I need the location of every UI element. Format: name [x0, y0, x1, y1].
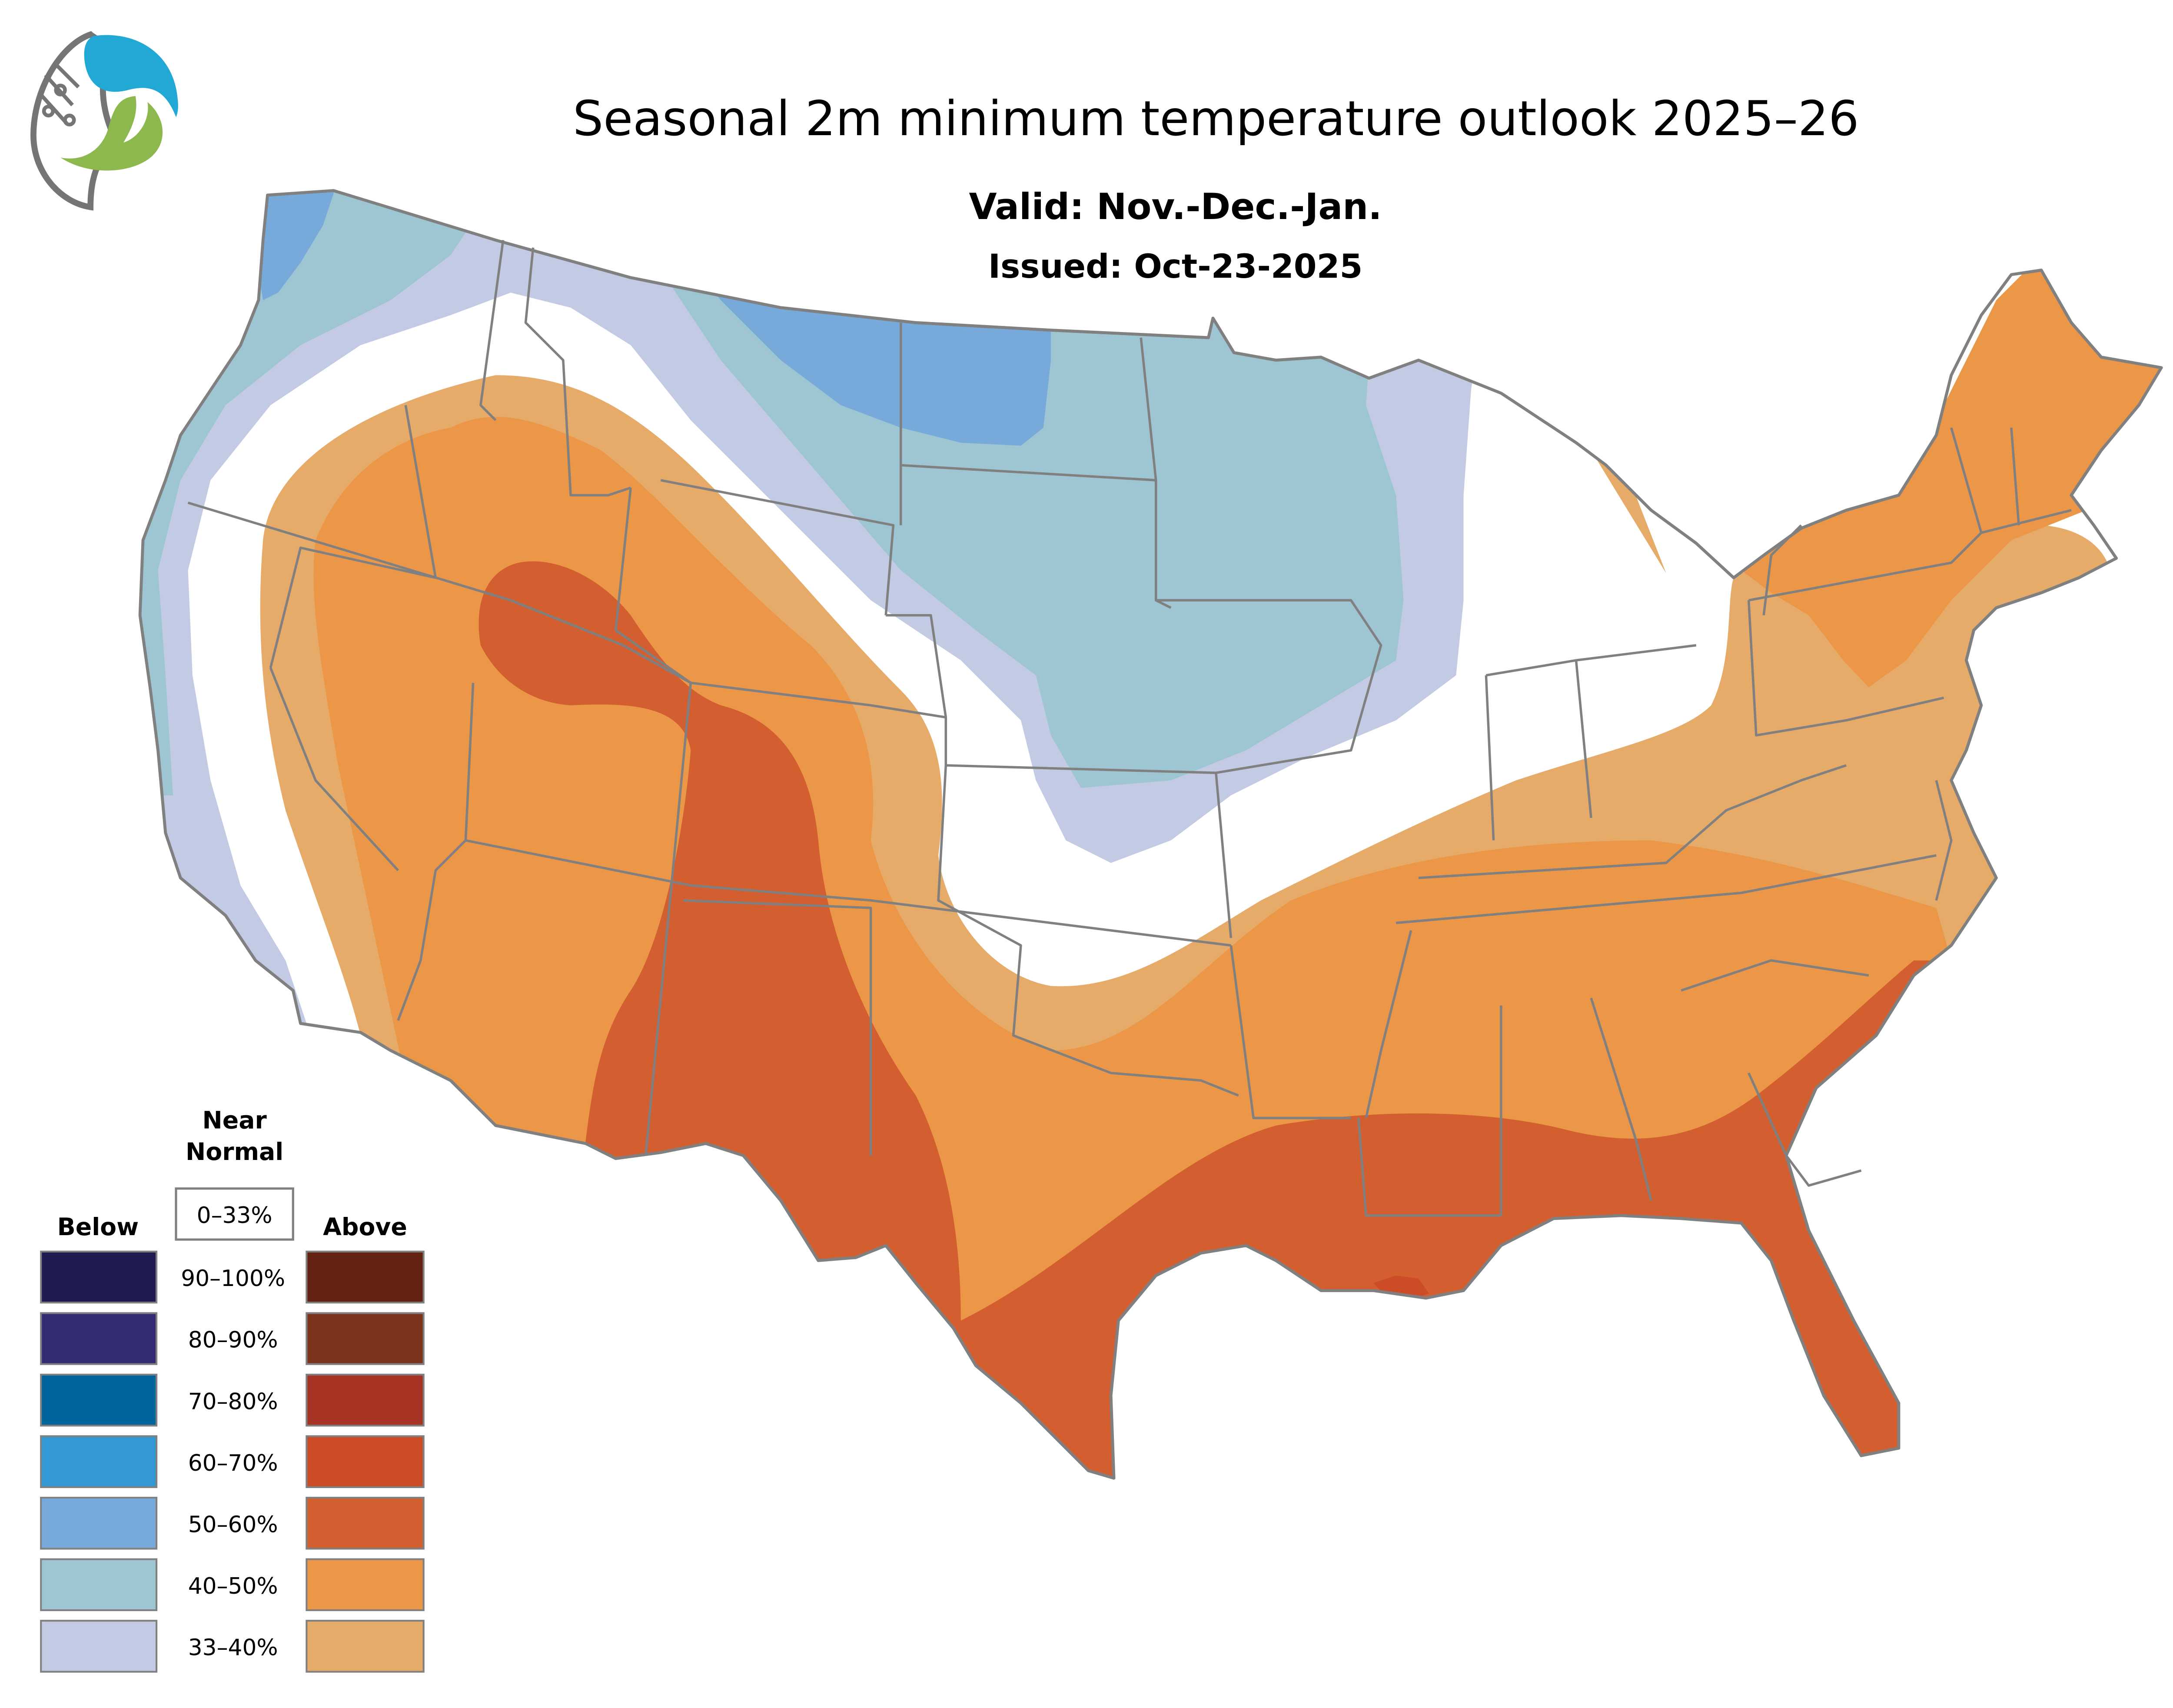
legend-above-swatch	[306, 1558, 425, 1612]
zone-below-40-50	[140, 190, 1404, 796]
legend-range-label: 40–50%	[188, 1573, 278, 1599]
legend-range-label: 50–60%	[188, 1512, 278, 1538]
legend-above-swatch	[306, 1496, 425, 1550]
state-borders	[187, 240, 2072, 1217]
legend-above-swatch	[306, 1373, 425, 1427]
legend-below-swatch	[40, 1620, 158, 1673]
legend-near-normal-swatch	[175, 1187, 294, 1241]
legend-range-label: 60–70%	[188, 1450, 278, 1476]
zone-above-40-50-ne	[1741, 255, 2162, 688]
legend-above-swatch	[306, 1312, 425, 1365]
legend-range-label: 33–40%	[188, 1635, 278, 1661]
legend-below-swatch	[40, 1250, 158, 1304]
legend-below-swatch	[40, 1558, 158, 1612]
legend-range-label: 90–100%	[181, 1266, 285, 1292]
legend-below-swatch	[40, 1496, 158, 1550]
legend-above-title: Above	[323, 1213, 407, 1241]
zone-below-50-60-wa	[255, 190, 338, 300]
legend: Near Normal 0–33% Below Above 90–100% 80–…	[40, 1107, 425, 1673]
probability-zones	[140, 190, 2162, 1479]
organization-logo-icon	[30, 31, 178, 211]
legend-above-swatch	[306, 1435, 425, 1488]
legend-below-title: Below	[57, 1213, 139, 1241]
legend-range-label: 80–90%	[188, 1327, 278, 1353]
legend-below-swatch	[40, 1373, 158, 1427]
map-title: Seasonal 2m minimum temperature outlook …	[573, 91, 1859, 147]
legend-below-swatch	[40, 1312, 158, 1365]
legend-near-normal-label: 0–33%	[197, 1203, 272, 1229]
legend-below-swatch	[40, 1435, 158, 1488]
legend-above-swatch	[306, 1250, 425, 1304]
legend-above-swatch	[306, 1620, 425, 1673]
issued-date: Issued: Oct-23-2025	[988, 247, 1362, 286]
legend-near-normal-title-line2: Normal	[186, 1138, 283, 1166]
legend-range-label: 70–80%	[188, 1389, 278, 1415]
valid-period: Valid: Nov.-Dec.-Jan.	[969, 186, 1382, 228]
legend-near-normal-title-line1: Near	[203, 1107, 267, 1135]
